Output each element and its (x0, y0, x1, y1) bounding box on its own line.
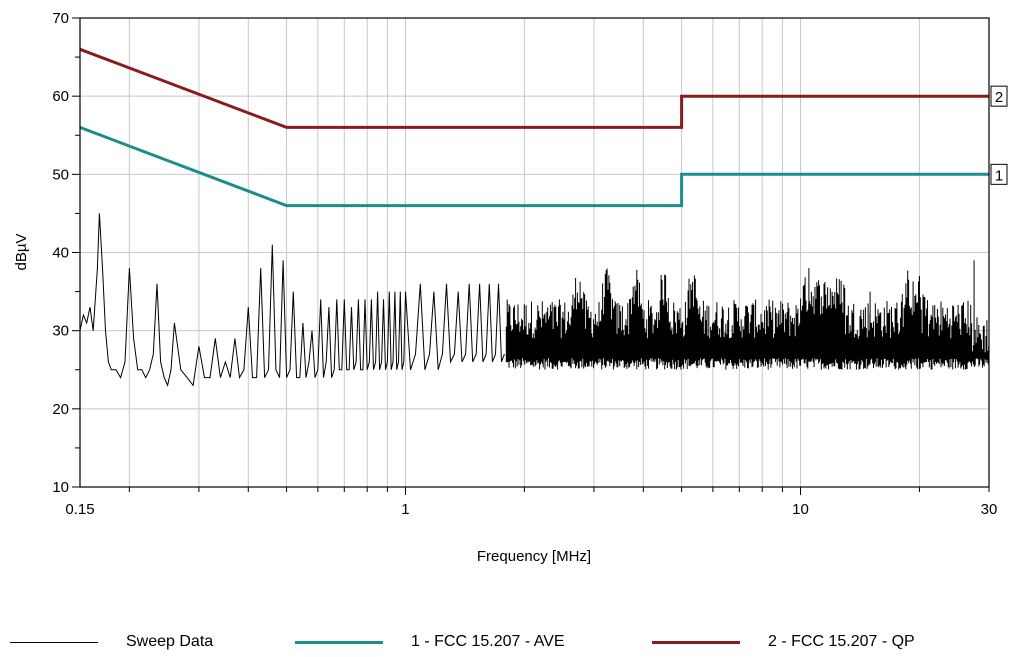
x-axis: 0.15 1 10 30 (65, 487, 997, 518)
legend-label-qp: 2 - FCC 15.207 - QP (768, 633, 915, 650)
legend-item-ave: 1 - FCC 15.207 - AVE (295, 630, 565, 654)
y-axis-title: dBµV (13, 234, 30, 271)
x-axis-title: Frequency [MHz] (477, 548, 591, 565)
y-tick-label: 30 (52, 323, 69, 340)
grid-lines (80, 18, 989, 487)
end-label-text: 1 (995, 167, 1003, 184)
series-fcc-qp-limit (79, 47, 989, 129)
x-tick-label: 0.15 (65, 501, 94, 518)
legend-label-sweep: Sweep Data (126, 633, 214, 650)
y-tick-label: 50 (52, 166, 69, 183)
series-layer (79, 47, 990, 388)
legend-item-qp: 2 - FCC 15.207 - QP (652, 630, 915, 654)
y-tick-label: 60 (52, 88, 69, 105)
limit-end-labels: 12 (990, 85, 1008, 185)
end-label-text: 2 (995, 89, 1003, 106)
x-tick-label: 1 (401, 501, 409, 518)
legend-swatch-sweep (10, 641, 98, 643)
y-axis: 10 20 30 40 50 60 70 (52, 10, 80, 496)
y-tick-label: 10 (52, 479, 69, 496)
legend-swatch-qp (652, 640, 740, 644)
series-sweep-data (79, 213, 505, 388)
y-tick-label: 70 (52, 10, 69, 27)
x-tick-label: 10 (792, 501, 809, 518)
end-label-box (990, 85, 1008, 107)
legend-label-ave: 1 - FCC 15.207 - AVE (411, 633, 565, 650)
y-tick-label: 40 (52, 245, 69, 262)
series-fcc-ave-limit (79, 125, 989, 208)
y-tick-label: 20 (52, 401, 69, 418)
x-tick-label: 30 (981, 501, 998, 518)
legend-swatch-ave (295, 640, 383, 644)
sweep-noise-band (505, 268, 990, 370)
legend-item-sweep: Sweep Data (10, 630, 213, 654)
end-label-box (990, 163, 1008, 185)
legend: Sweep Data 1 - FCC 15.207 - AVE 2 - FCC … (0, 630, 1011, 654)
